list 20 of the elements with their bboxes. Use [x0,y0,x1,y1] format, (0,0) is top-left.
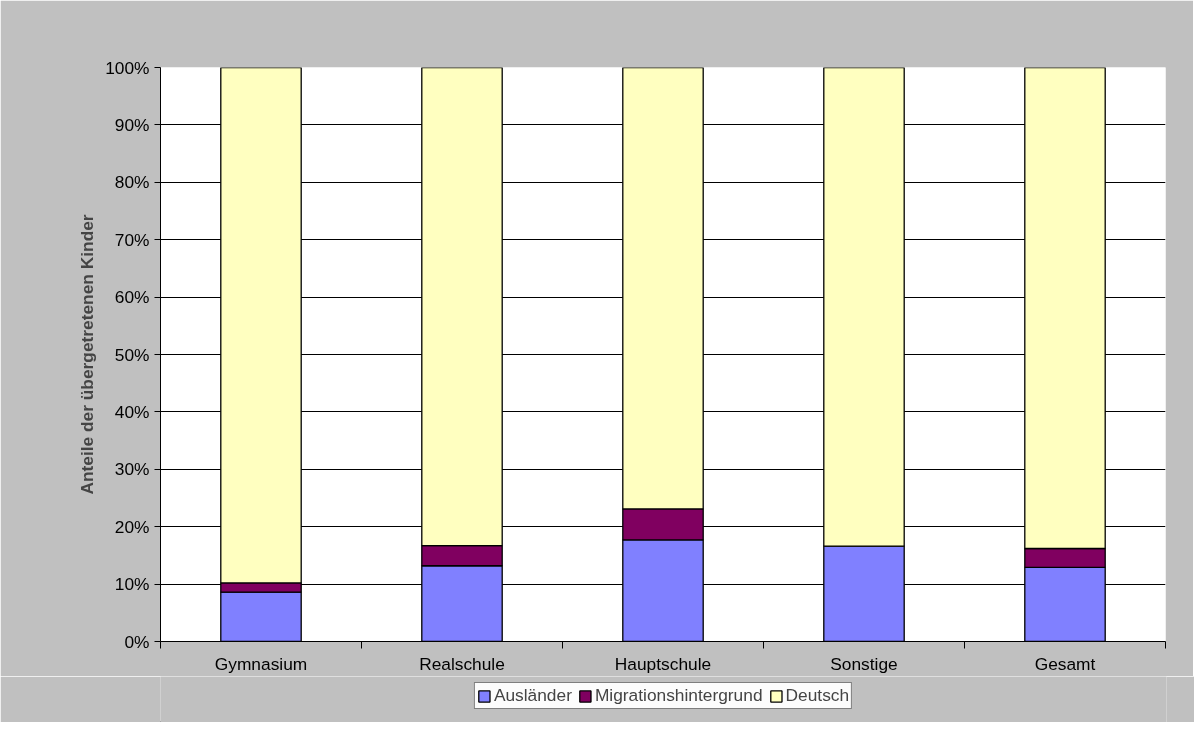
x-tick-label: Sonstige [830,653,898,674]
y-tick-label: 0% [124,631,150,652]
y-tick-label: 90% [114,114,150,135]
x-tick-label: Gymnasium [214,653,308,674]
x-tick-label: Gesamt [1034,653,1096,674]
legend-label: Migrationshintergrund [594,685,763,706]
y-tick-label: 70% [114,229,150,250]
legend-label: Deutsch [785,685,850,706]
y-tick-label: 50% [114,344,150,365]
legend-label: Ausländer [493,685,572,706]
y-tick-label: 40% [114,401,150,422]
y-tick-label: 10% [114,574,150,595]
y-axis-title: Anteile der übergetretenen Kinder [77,214,98,495]
x-tick-label: Realschule [419,653,505,674]
y-tick-label: 100% [105,57,150,78]
y-tick-label: 60% [114,287,150,308]
y-tick-label: 20% [114,516,150,537]
x-tick-label: Hauptschule [614,653,712,674]
y-tick-label: 80% [114,172,150,193]
y-tick-label: 30% [114,459,150,480]
